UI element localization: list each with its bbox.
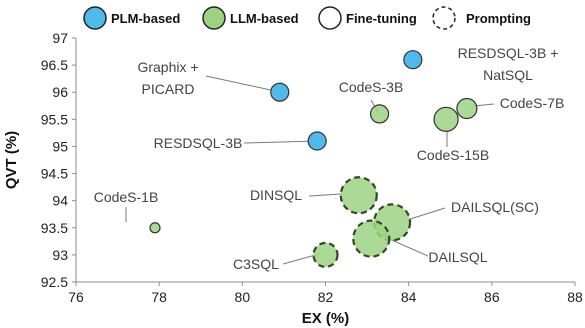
point-label: RESDSQL-3B + xyxy=(458,45,559,61)
point-labels: RESDSQL-3B + NatSQL Graphix + PICARD RESDSQL… xyxy=(94,45,565,272)
data-point-resdsql-3b-natsql xyxy=(403,50,423,70)
y-tick-label: 96.5 xyxy=(41,57,68,73)
point-label: DAILSQL xyxy=(428,249,487,265)
point-label: NatSQL xyxy=(483,67,533,83)
y-tick-label: 93.5 xyxy=(41,220,68,236)
y-tick-label: 93 xyxy=(52,247,68,263)
leader-line xyxy=(386,237,429,257)
data-point-codes-15b xyxy=(433,106,459,132)
y-tick-label: 95.5 xyxy=(41,111,68,127)
chart-legend: PLM-based LLM-based Fine-tuning Prompting xyxy=(83,6,531,30)
legend-marker xyxy=(202,6,226,30)
y-axis-title: QVT (%) xyxy=(3,131,20,189)
leader-line xyxy=(473,103,495,107)
x-axis-title: EX (%) xyxy=(302,310,350,327)
point-label: DAILSQL(SC) xyxy=(451,199,539,215)
point-label: PICARD xyxy=(142,81,195,97)
legend-marker xyxy=(318,6,342,30)
x-tick-label: 88 xyxy=(567,289,583,305)
x-tick-label: 76 xyxy=(68,289,84,305)
y-tick-label: 97 xyxy=(52,30,68,46)
y-tick-label: 95 xyxy=(52,138,68,154)
x-tick-label: 78 xyxy=(151,289,167,305)
point-label: CodeS-7B xyxy=(500,95,565,111)
legend-label: LLM-based xyxy=(230,11,299,26)
leader-line xyxy=(308,193,342,197)
leader-line xyxy=(406,207,446,221)
data-point-codes-7b xyxy=(456,97,478,120)
data-point-dinsql xyxy=(339,176,378,215)
data-point-resdsql-3b xyxy=(307,131,327,151)
point-label: DINSQL xyxy=(250,187,302,203)
x-tick-label: 80 xyxy=(235,289,251,305)
data-point-c3sql xyxy=(312,241,339,268)
legend-label: PLM-based xyxy=(111,11,180,26)
y-tick-label: 94 xyxy=(52,193,68,209)
leader-line xyxy=(282,253,320,265)
y-tick-label: 94.5 xyxy=(41,166,68,182)
leader-line xyxy=(243,140,319,144)
point-label: CodeS-15B xyxy=(417,147,489,163)
leader-lines xyxy=(125,75,495,265)
y-tick-label: 92.5 xyxy=(41,274,68,290)
point-label: CodeS-1B xyxy=(94,189,159,205)
legend-label: Fine-tuning xyxy=(346,11,417,26)
data-points xyxy=(149,50,478,268)
legend-marker xyxy=(432,6,456,30)
data-point-dailsql xyxy=(352,219,391,258)
point-label: C3SQL xyxy=(233,256,279,272)
point-label: RESDSQL-3B xyxy=(154,135,243,151)
x-tick-label: 82 xyxy=(318,289,334,305)
data-point-graphix-picard xyxy=(270,82,290,102)
data-point-codes-3b xyxy=(369,104,390,124)
legend-label: Prompting xyxy=(466,11,531,26)
legend-marker xyxy=(83,6,107,30)
x-tick-label: 86 xyxy=(484,289,500,305)
x-tick-label: 84 xyxy=(401,289,417,305)
point-label: CodeS-3B xyxy=(339,79,404,95)
y-tick-label: 96 xyxy=(52,84,68,100)
leader-line xyxy=(205,75,281,93)
data-point-codes-1b xyxy=(149,222,161,234)
chart-axes: 76 78 80 82 84 86 88 92.5 93 93.5 94 94.5 95 95.5 96 96… xyxy=(41,30,583,305)
point-label: Graphix + xyxy=(137,59,198,75)
